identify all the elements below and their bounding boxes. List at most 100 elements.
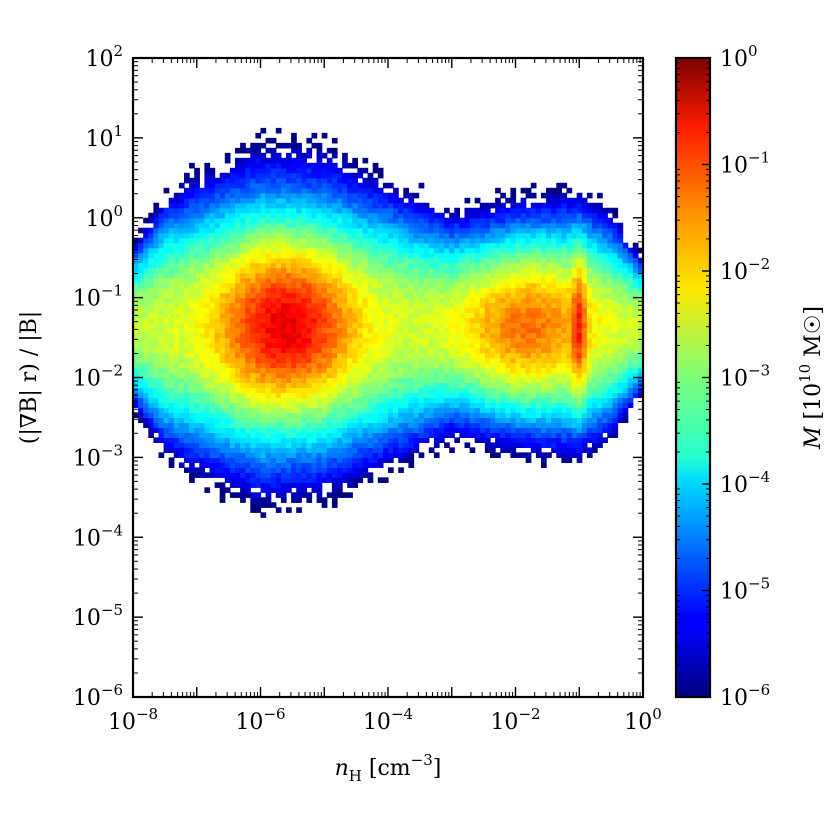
heatmap-cell xyxy=(306,162,313,169)
heatmap-cell xyxy=(280,317,287,324)
heatmap-cell xyxy=(505,332,511,339)
heatmap-cell xyxy=(367,422,374,429)
heatmap-cell xyxy=(362,282,369,289)
heatmap-cell xyxy=(311,487,318,493)
heatmap-cell xyxy=(143,362,149,369)
heatmap-cell xyxy=(382,267,389,274)
heatmap-cell xyxy=(566,282,573,289)
heatmap-cell xyxy=(311,482,318,488)
heatmap-cell xyxy=(546,392,552,399)
heatmap-cell xyxy=(173,412,180,419)
heatmap-cell xyxy=(301,242,307,249)
heatmap-cell xyxy=(291,157,297,164)
heatmap-cell xyxy=(495,252,501,259)
heatmap-cell xyxy=(321,402,328,409)
heatmap-cell xyxy=(342,197,348,204)
heatmap-cell xyxy=(495,302,501,309)
heatmap-cell xyxy=(280,477,287,483)
heatmap-cell xyxy=(316,487,323,493)
heatmap-cell xyxy=(229,217,236,224)
heatmap-cell xyxy=(158,432,165,438)
heatmap-cell xyxy=(530,312,537,319)
heatmap-cell xyxy=(510,187,517,194)
heatmap-cell xyxy=(393,287,399,294)
heatmap-cell xyxy=(454,322,460,329)
heatmap-cell xyxy=(331,427,338,434)
heatmap-cell xyxy=(291,317,297,324)
heatmap-cell xyxy=(163,322,170,329)
heatmap-cell xyxy=(337,217,343,224)
heatmap-cell xyxy=(199,262,205,269)
heatmap-cell xyxy=(566,432,573,438)
heatmap-cell xyxy=(337,202,343,209)
heatmap-cell xyxy=(561,452,568,458)
heatmap-cell xyxy=(541,252,547,259)
heatmap-cell xyxy=(418,362,425,369)
heatmap-cell xyxy=(500,237,506,244)
heatmap-cell xyxy=(250,237,256,244)
heatmap-cell xyxy=(311,202,318,209)
heatmap-cell xyxy=(479,372,486,379)
heatmap-cell xyxy=(209,447,216,453)
heatmap-cell xyxy=(372,322,379,329)
heatmap-cell xyxy=(337,257,343,264)
heatmap-cell xyxy=(474,432,481,438)
heatmap-cell xyxy=(168,407,175,414)
heatmap-cell xyxy=(449,412,455,419)
heatmap-cell xyxy=(143,332,149,339)
heatmap-cell xyxy=(163,402,170,409)
heatmap-cell xyxy=(240,142,246,149)
heatmap-cell xyxy=(403,342,409,349)
heatmap-cell xyxy=(158,417,165,424)
heatmap-cell xyxy=(250,192,256,199)
heatmap-cell xyxy=(495,367,501,374)
heatmap-cell xyxy=(423,437,430,443)
heatmap-cell xyxy=(439,382,445,389)
heatmap-cell xyxy=(342,202,348,209)
heatmap-cell xyxy=(138,402,144,409)
heatmap-cell xyxy=(286,172,292,179)
heatmap-cell xyxy=(189,457,195,463)
heatmap-cell xyxy=(194,227,200,234)
heatmap-cell xyxy=(469,342,476,349)
heatmap-cell xyxy=(377,327,384,334)
heatmap-cell xyxy=(469,292,476,299)
heatmap-cell xyxy=(576,447,583,453)
heatmap-cell xyxy=(229,472,236,478)
heatmap-cell xyxy=(525,302,532,309)
heatmap-cell xyxy=(286,302,292,309)
heatmap-cell xyxy=(444,377,450,384)
heatmap-cell xyxy=(331,352,338,359)
heatmap-cell xyxy=(479,232,486,239)
heatmap-cell xyxy=(546,197,552,204)
heatmap-cell xyxy=(459,372,466,379)
heatmap-cell xyxy=(403,412,409,419)
heatmap-cell xyxy=(495,332,501,339)
heatmap-cell xyxy=(138,267,144,274)
heatmap-cell xyxy=(571,252,578,259)
heatmap-cell xyxy=(520,372,527,379)
heatmap-cell xyxy=(143,322,149,329)
heatmap-cell xyxy=(357,317,364,324)
heatmap-cell xyxy=(520,367,527,374)
heatmap-cell xyxy=(178,387,185,394)
heatmap-cell xyxy=(403,327,409,334)
heatmap-cell xyxy=(474,332,481,339)
heatmap-cell xyxy=(449,417,455,424)
heatmap-cell xyxy=(505,252,511,259)
heatmap-cell xyxy=(143,292,149,299)
heatmap-cell xyxy=(561,372,568,379)
heatmap-cell xyxy=(571,377,578,384)
heatmap-cell xyxy=(240,382,246,389)
heatmap-cell xyxy=(571,412,578,419)
heatmap-cell xyxy=(209,397,216,404)
heatmap-cell xyxy=(296,242,302,249)
heatmap-cell xyxy=(270,412,277,419)
heatmap-cell xyxy=(413,262,420,269)
heatmap-cell xyxy=(321,217,328,224)
heatmap-cell xyxy=(561,242,568,249)
heatmap-cell xyxy=(240,182,246,189)
heatmap-cell xyxy=(306,452,313,458)
heatmap-cell xyxy=(500,257,506,264)
heatmap-cell xyxy=(255,437,262,443)
